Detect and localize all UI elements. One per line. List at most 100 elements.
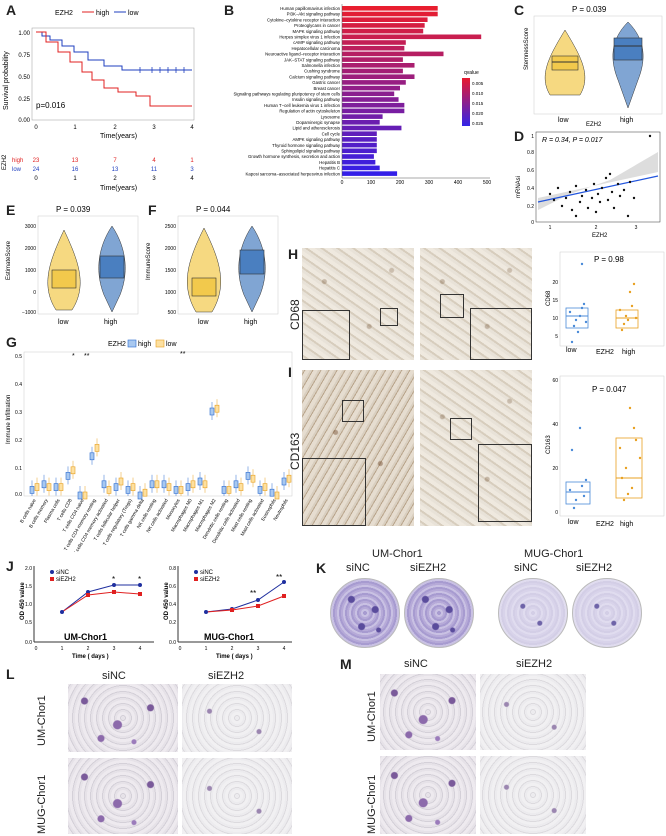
pathway-bar	[342, 51, 444, 57]
pathway-label: Human T−cell leukemia virus 1 infection	[264, 103, 341, 108]
pathway-bar	[342, 74, 415, 79]
svg-text:EZH2: EZH2	[596, 521, 614, 528]
cd163-high-point	[618, 446, 622, 450]
cell-type-label: Mast cells resting	[230, 498, 254, 533]
box	[185, 483, 191, 491]
cd68-row-label: CD68	[288, 299, 302, 330]
svg-text:1500: 1500	[165, 268, 176, 274]
svg-text:0.25: 0.25	[18, 97, 30, 103]
legend-low-a: low	[128, 10, 139, 17]
svg-text:1: 1	[205, 646, 208, 652]
pathway-label: Calcium signaling pathway	[289, 74, 341, 79]
pathway-label: Hepatitis B	[319, 160, 340, 165]
scatter-point	[608, 172, 612, 176]
cd68-high-point	[622, 322, 626, 326]
svg-text:0: 0	[33, 290, 36, 296]
svg-text:0.5: 0.5	[15, 354, 22, 360]
box	[65, 472, 71, 480]
svg-text:high: high	[12, 158, 23, 164]
box	[46, 483, 52, 491]
pathway-label: Growth hormone synthesis, secretion and …	[248, 154, 341, 159]
pathway-label: Lipid and atherosclerosis	[292, 126, 340, 131]
scatter-point	[616, 182, 620, 186]
cd163-low-point	[568, 488, 572, 492]
k-col-siezh2-1: siEZH2	[410, 562, 447, 574]
svg-text:1: 1	[549, 225, 552, 231]
cd163-low-point	[570, 448, 574, 452]
svg-text:*: *	[138, 575, 141, 584]
svg-text:low: low	[198, 319, 209, 326]
cd68-high-point	[626, 318, 630, 322]
svg-text:4: 4	[283, 646, 286, 652]
pathway-bar	[342, 17, 428, 22]
ihc-cd163-low-image	[302, 370, 414, 526]
svg-text:mRNAsi: mRNAsi	[516, 176, 522, 198]
box	[94, 444, 100, 452]
svg-text:high: high	[138, 341, 151, 348]
svg-text:−1000: −1000	[22, 310, 36, 316]
box	[161, 480, 167, 489]
cd163-low-point	[574, 498, 578, 502]
panel-j-cck8-curves: OD 450 value 2.0 1.5 1.0 0.5 0.0 0 1 2 3 4 T…	[20, 566, 292, 660]
cd163-high-point	[628, 406, 632, 410]
scatter-point	[594, 210, 598, 214]
svg-text:2000: 2000	[25, 246, 36, 252]
svg-text:4: 4	[190, 176, 194, 182]
svg-text:EZH2: EZH2	[108, 341, 126, 348]
pathway-bar	[342, 63, 415, 68]
transwell-l-mug-siezh2	[182, 758, 292, 834]
svg-text:5: 5	[555, 334, 558, 340]
cd163-high-point	[622, 498, 626, 502]
svg-text:P = 0.039: P = 0.039	[56, 205, 91, 214]
svg-text:1000: 1000	[165, 290, 176, 296]
svg-text:3: 3	[152, 125, 156, 131]
svg-text:300: 300	[425, 180, 434, 186]
scatter-point	[578, 200, 582, 204]
svg-text:P = 0.039: P = 0.039	[572, 5, 607, 14]
cd68-high-point	[618, 308, 622, 312]
l-col-siezh2: siEZH2	[208, 670, 245, 682]
pathway-bar	[342, 68, 403, 74]
svg-text:3: 3	[257, 646, 260, 652]
pathway-label: Neuroactive ligand−receptor interaction	[265, 52, 340, 57]
svg-text:UM-Chor1: UM-Chor1	[64, 632, 107, 642]
scatter-point	[592, 182, 596, 186]
panel-label-l: L	[6, 666, 15, 682]
svg-text:2: 2	[87, 646, 90, 652]
box	[202, 480, 208, 489]
svg-text:low: low	[58, 319, 69, 326]
pathway-bar	[342, 108, 405, 114]
panel-label-i: I	[288, 364, 292, 380]
pathway-label: Signaling pathways regulating pluripoten…	[233, 92, 340, 97]
box	[262, 483, 268, 491]
m-col-sinc: siNC	[404, 658, 428, 670]
pathway-bar	[342, 6, 438, 11]
cd68-high-point	[634, 316, 638, 320]
panel-label-f: F	[148, 202, 157, 218]
cd163-low-point	[580, 484, 584, 488]
svg-text:0.2: 0.2	[527, 204, 534, 210]
svg-text:0.2: 0.2	[15, 438, 22, 444]
svg-text:Immune Infiltration: Immune Infiltration	[6, 395, 12, 444]
svg-text:2.0: 2.0	[25, 566, 32, 572]
panel-c-stemness-violin: P = 0.039 StemnessScore low high EZH2	[524, 5, 663, 128]
transwell-m-mug-sinc	[380, 756, 476, 834]
panel-e-estimate-violin: P = 0.039 EstimateScore 3000 2000 1000 0 −…	[6, 205, 139, 326]
xlabel-a: Time(years)	[100, 133, 137, 140]
k-col-sinc-2: siNC	[514, 562, 538, 574]
svg-text:0.4: 0.4	[169, 602, 176, 608]
svg-text:0.5: 0.5	[25, 620, 32, 626]
svg-text:StemnessScore: StemnessScore	[524, 27, 530, 70]
pvalue-a: p=0.016	[36, 101, 66, 110]
svg-text:Time ( days ): Time ( days )	[216, 654, 253, 660]
svg-text:1: 1	[61, 646, 64, 652]
box	[41, 480, 47, 489]
svg-text:0: 0	[341, 180, 344, 186]
svg-text:siEZH2: siEZH2	[200, 577, 220, 583]
box	[286, 474, 292, 483]
cd163-low-point	[582, 494, 586, 498]
svg-text:siEZH2: siEZH2	[56, 577, 76, 583]
svg-text:10: 10	[552, 316, 558, 322]
svg-text:2500: 2500	[165, 224, 176, 230]
svg-text:4: 4	[152, 158, 156, 164]
